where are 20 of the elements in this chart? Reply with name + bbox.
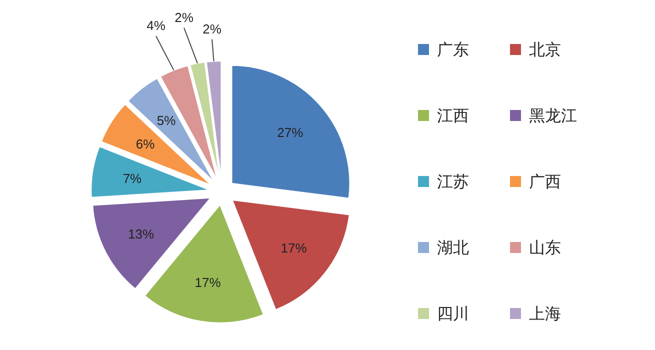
legend-label: 四川 [437,305,469,323]
data-label: 13% [128,226,154,242]
legend-label: 湖北 [437,239,469,257]
data-label: 17% [194,274,222,290]
data-label: 4% [146,18,166,34]
data-label: 27% [277,124,304,140]
legend-label: 上海 [529,305,561,323]
legend-label: 江苏 [437,173,469,191]
legend-label: 广西 [529,173,561,191]
legend-label: 山东 [529,239,561,257]
legend-label: 黑龙江 [529,107,577,125]
data-label: 2% [174,10,194,25]
data-label: 6% [136,136,156,152]
legend-label: 江西 [437,108,469,125]
data-label: 5% [156,113,176,128]
data-label: 2% [202,21,222,36]
data-label: 7% [122,170,142,186]
data-label: 17% [280,240,308,256]
legend-label: 广东 [437,41,469,59]
legend-label: 北京 [529,41,561,59]
